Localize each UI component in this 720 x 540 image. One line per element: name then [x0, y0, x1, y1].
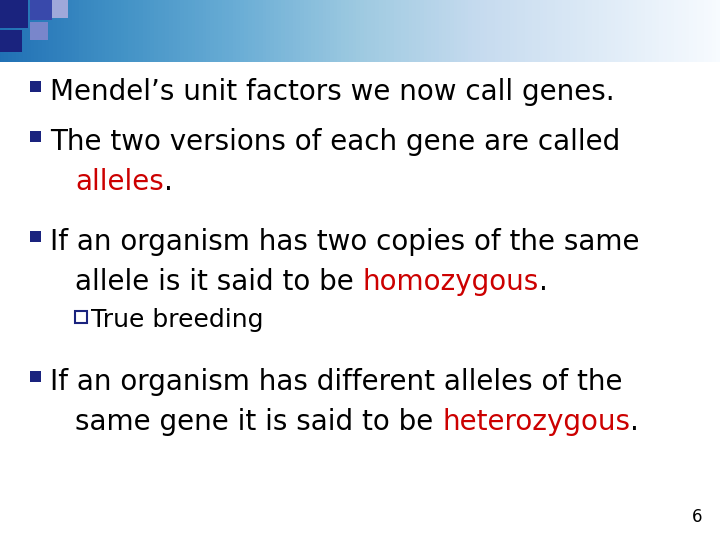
Text: If an organism has two copies of the same: If an organism has two copies of the sam… [50, 228, 639, 256]
Text: .: . [539, 268, 548, 296]
Bar [30, 371, 41, 382]
Text: alleles: alleles [75, 168, 163, 196]
Text: 6: 6 [691, 508, 702, 526]
Bar [30, 22, 48, 40]
Text: same gene it is said to be: same gene it is said to be [75, 408, 442, 436]
Text: The two versions of each gene are called: The two versions of each gene are called [50, 128, 620, 156]
Bar [0, 0, 28, 28]
Text: heterozygous: heterozygous [442, 408, 630, 436]
Text: .: . [163, 168, 173, 196]
Bar [30, 131, 41, 142]
Bar [52, 0, 68, 18]
Text: If an organism has different alleles of the: If an organism has different alleles of … [50, 368, 623, 396]
Bar [0, 30, 22, 52]
Bar [75, 311, 87, 323]
Text: allele is it said to be: allele is it said to be [75, 268, 363, 296]
Text: homozygous: homozygous [363, 268, 539, 296]
Bar [30, 0, 52, 20]
Text: .: . [630, 408, 639, 436]
Bar [30, 231, 41, 242]
Bar [30, 81, 41, 92]
Text: True breeding: True breeding [91, 308, 264, 332]
Text: Mendel’s unit factors we now call genes.: Mendel’s unit factors we now call genes. [50, 78, 615, 106]
